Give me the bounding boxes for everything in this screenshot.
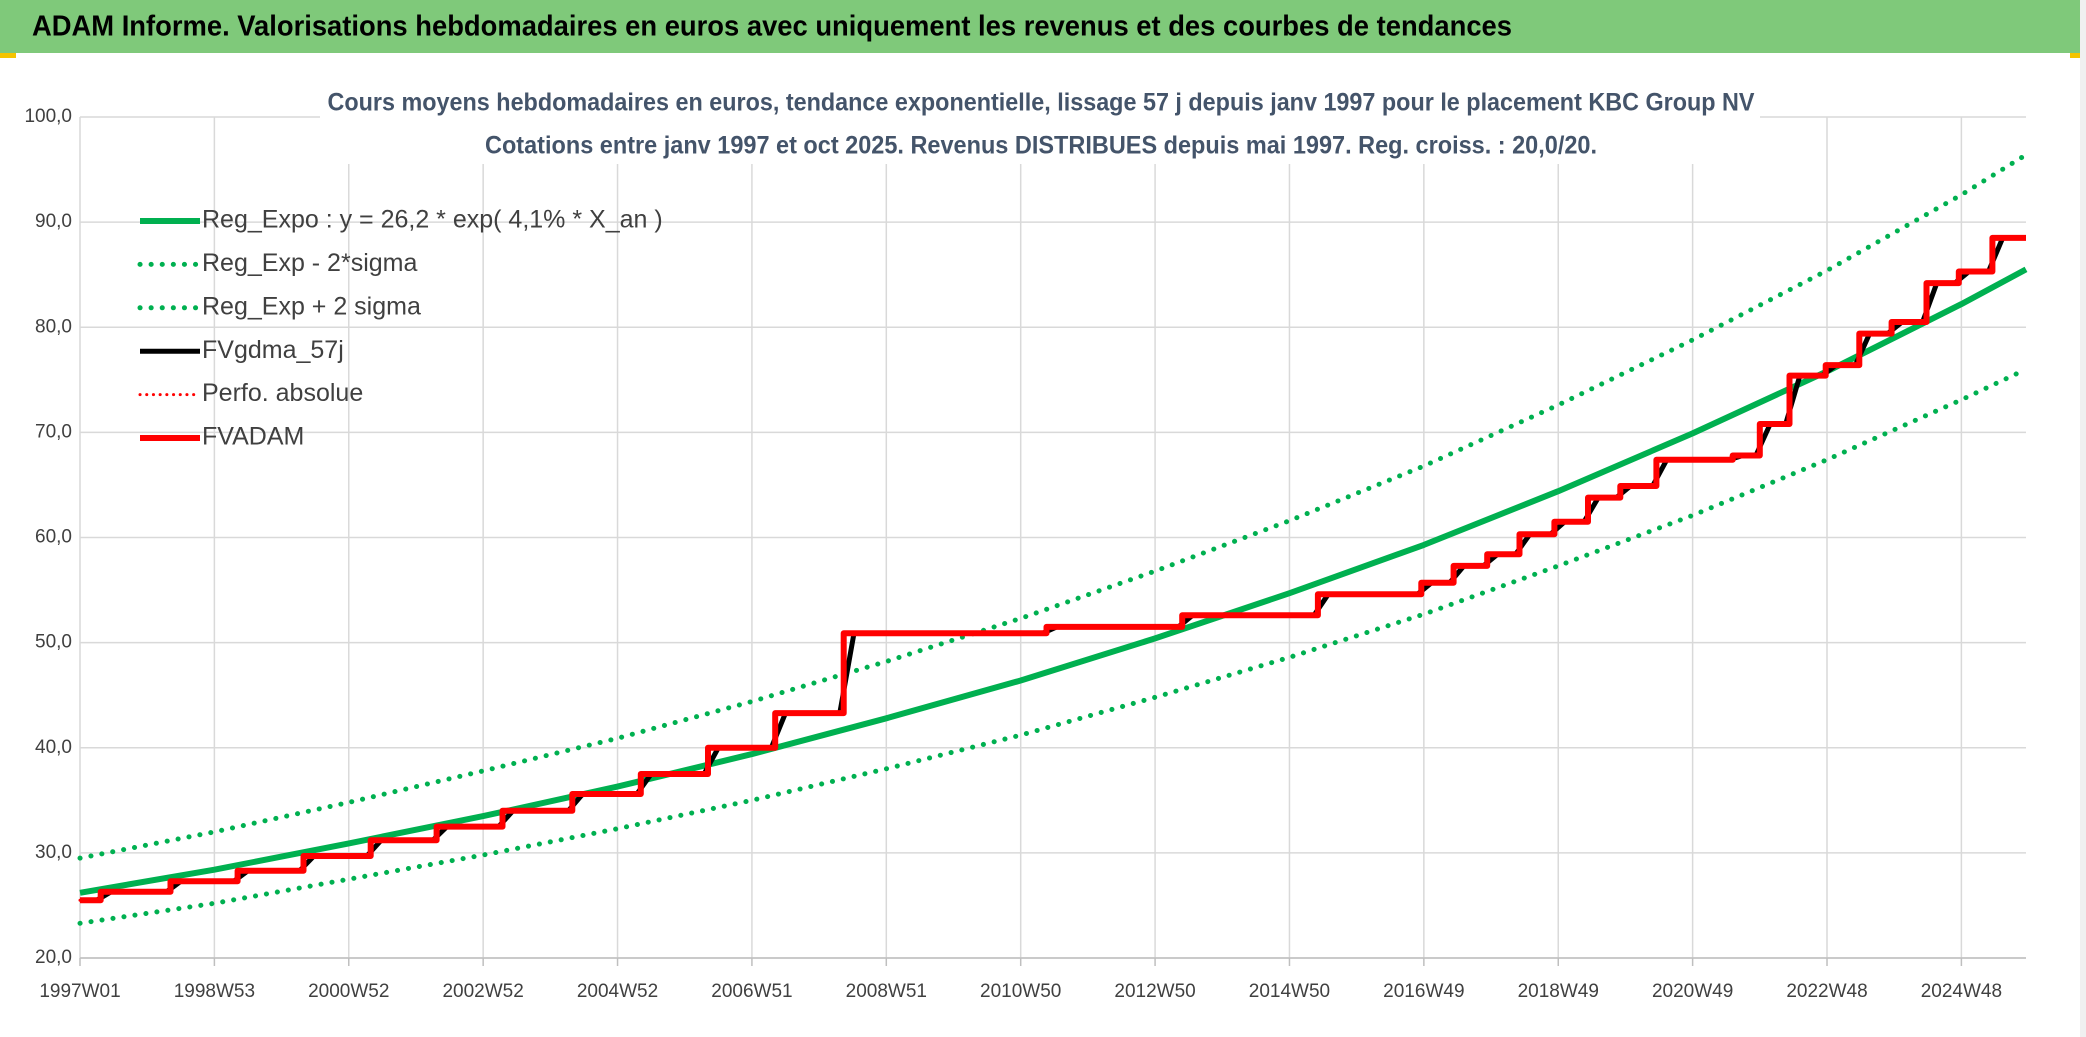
legend-label: Reg_Exp + 2 sigma (202, 292, 421, 320)
y-tick-label: 80,0 (35, 316, 72, 337)
x-tick-label: 2018W49 (1518, 981, 1599, 1002)
legend: Reg_Expo : y = 26,2 * exp( 4,1% * X_an )… (137, 206, 663, 451)
y-tick-label: 90,0 (35, 211, 72, 232)
x-tick-label: 1997W01 (39, 981, 120, 1002)
y-tick-label: 60,0 (35, 527, 72, 548)
x-tick-label: 2002W52 (442, 981, 523, 1002)
legend-label: Reg_Expo : y = 26,2 * exp( 4,1% * X_an ) (202, 206, 663, 234)
y-tick-label: 30,0 (35, 842, 72, 863)
lines (77, 152, 2029, 926)
legend-label: FVgdma_57j (202, 336, 344, 364)
y-tick-label: 50,0 (35, 632, 72, 653)
y-tick-label: 20,0 (35, 947, 72, 968)
chart-title: Cours moyens hebdomadaires en euros, ten… (328, 89, 1755, 117)
series-line (80, 235, 2026, 903)
x-tick-label: 2012W50 (1114, 981, 1195, 1002)
x-tick-label: 2008W51 (846, 981, 927, 1002)
x-tick-label: 2022W48 (1786, 981, 1867, 1002)
x-tick-label: 2014W50 (1249, 981, 1330, 1002)
x-tick-label: 2000W52 (308, 981, 389, 1002)
y-tick-label: 40,0 (35, 737, 72, 758)
x-tick-label: 2010W50 (980, 981, 1061, 1002)
x-tick-label: 2006W51 (711, 981, 792, 1002)
x-tick-label: 2024W48 (1921, 981, 2002, 1002)
title-background (320, 84, 1760, 164)
legend-label: Perfo. absolue (202, 379, 363, 407)
x-tick-label: 2016W49 (1383, 981, 1464, 1002)
right-edge (2080, 0, 2086, 1037)
series-line (79, 266, 2028, 896)
grid: 20,0 30,0 40,0 50,0 60,0 70,0 80,0 90,0 100,0 199… (24, 106, 2026, 1002)
corner-mark (2070, 53, 2086, 58)
legend-label: Reg_Exp - 2*sigma (202, 249, 417, 277)
series-line (78, 236, 2028, 902)
x-tick-label: 1998W53 (174, 981, 255, 1002)
header-title: ADAM Informe. Valorisations hebdomadaire… (32, 11, 1512, 43)
corner-mark (0, 53, 16, 58)
header-bar (0, 0, 2086, 53)
y-tick-label: 100,0 (24, 106, 72, 127)
x-tick-label: 2020W49 (1652, 981, 1733, 1002)
series-line (77, 152, 2029, 861)
y-tick-label: 70,0 (35, 421, 72, 442)
legend-label: FVADAM (202, 423, 304, 451)
series-line (80, 234, 2026, 904)
x-tick-label: 2004W52 (577, 981, 658, 1002)
chart-subtitle: Cotations entre janv 1997 et oct 2025. R… (485, 132, 1597, 160)
